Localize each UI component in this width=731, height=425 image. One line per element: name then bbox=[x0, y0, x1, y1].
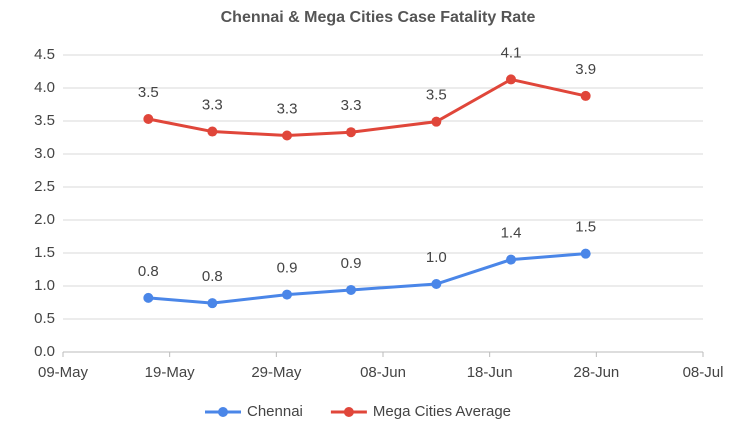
x-tick-label: 09-May bbox=[38, 364, 89, 381]
x-tick-label: 08-Jun bbox=[360, 364, 406, 381]
data-label: 1.4 bbox=[501, 225, 522, 242]
point bbox=[506, 74, 516, 85]
point bbox=[431, 279, 442, 290]
y-tick-label: 0.5 bbox=[34, 310, 55, 327]
x-tick-label: 29-May bbox=[251, 364, 302, 381]
legend-marker bbox=[343, 407, 354, 417]
data-label: 0.9 bbox=[277, 260, 298, 277]
data-label: 4.1 bbox=[501, 44, 522, 61]
data-label: 3.3 bbox=[341, 97, 362, 114]
legend-marker bbox=[218, 407, 228, 417]
data-label: 0.8 bbox=[138, 263, 159, 280]
x-tick-label: 18-Jun bbox=[467, 364, 513, 381]
point bbox=[580, 90, 591, 101]
data-label: 3.5 bbox=[426, 87, 447, 104]
data-label: 3.5 bbox=[138, 84, 159, 101]
x-tick-label: 08-Jul bbox=[683, 364, 724, 381]
point bbox=[143, 114, 154, 125]
legend-label: Mega Cities Average bbox=[373, 403, 511, 420]
y-tick-label: 4.5 bbox=[34, 46, 55, 63]
point bbox=[207, 126, 218, 137]
y-tick-label: 1.0 bbox=[34, 277, 55, 294]
point bbox=[580, 248, 591, 259]
data-label: 0.9 bbox=[341, 255, 362, 272]
data-label: 3.3 bbox=[277, 100, 298, 117]
point bbox=[431, 116, 442, 127]
data-label: 1.5 bbox=[575, 219, 596, 236]
y-tick-label: 0.0 bbox=[34, 343, 55, 360]
y-tick-label: 2.5 bbox=[34, 178, 55, 195]
chart-title: Chennai & Mega Cities Case Fatality Rate bbox=[221, 9, 536, 26]
y-tick-label: 3.0 bbox=[34, 145, 55, 162]
point bbox=[346, 284, 356, 295]
legend-label: Chennai bbox=[247, 403, 303, 420]
point bbox=[207, 298, 218, 309]
point bbox=[282, 130, 292, 141]
x-tick-label: 28-Jun bbox=[573, 364, 619, 381]
y-tick-label: 4.0 bbox=[34, 79, 55, 96]
point bbox=[282, 289, 292, 300]
data-label: 1.0 bbox=[426, 249, 447, 266]
point bbox=[506, 254, 516, 265]
data-label: 0.8 bbox=[202, 268, 223, 285]
y-tick-label: 2.0 bbox=[34, 211, 55, 228]
data-label: 3.3 bbox=[202, 97, 223, 114]
point bbox=[346, 127, 356, 138]
point bbox=[143, 292, 154, 303]
y-tick-label: 1.5 bbox=[34, 244, 55, 261]
x-tick-label: 19-May bbox=[145, 364, 196, 381]
y-tick-label: 3.5 bbox=[34, 112, 55, 129]
data-label: 3.9 bbox=[575, 61, 596, 78]
